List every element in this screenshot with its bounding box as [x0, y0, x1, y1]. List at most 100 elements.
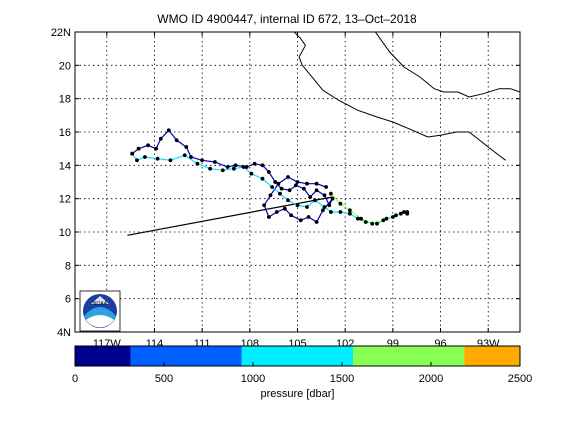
- float-position-marker: [262, 203, 266, 208]
- float-position-marker: [405, 210, 410, 214]
- colorbar-tick-label: 1000: [241, 373, 265, 385]
- float-position-marker: [278, 191, 282, 196]
- float-position-marker: [381, 218, 386, 223]
- colorbar-band: [464, 346, 520, 366]
- colorbar-tick-label: 2000: [419, 373, 443, 385]
- trajectory-segment: [330, 193, 408, 225]
- float-position-marker: [287, 188, 292, 193]
- float-position-marker: [286, 175, 290, 179]
- y-tick-label: 10: [59, 227, 71, 239]
- float-position-marker: [305, 181, 309, 186]
- y-tick-label: 18: [59, 94, 71, 106]
- float-position-marker: [135, 158, 139, 163]
- colorbar-tick-label: 2500: [508, 373, 532, 385]
- y-tick-label: 12: [59, 194, 71, 206]
- float-position-marker: [295, 203, 300, 208]
- float-position-marker: [252, 161, 257, 166]
- float-position-marker: [338, 201, 343, 206]
- float-position-marker: [130, 151, 135, 156]
- float-position-marker: [208, 166, 213, 171]
- float-position-marker: [306, 215, 311, 219]
- float-position-marker: [305, 205, 309, 209]
- float-position-marker: [289, 213, 293, 218]
- y-tick-label: 20: [59, 60, 71, 72]
- float-position-marker: [166, 128, 171, 133]
- float-position-marker: [363, 220, 368, 224]
- float-position-marker: [308, 195, 313, 199]
- float-position-marker: [338, 210, 343, 214]
- float-position-marker: [279, 186, 284, 191]
- float-position-marker: [298, 218, 303, 223]
- float-position-marker: [182, 153, 187, 158]
- float-position-marker: [314, 220, 319, 224]
- float-position-marker: [384, 216, 389, 221]
- pressure-colorbar: 0 500 1000 1500 2000 2500 pressure [dbar]: [72, 345, 532, 400]
- float-position-marker: [200, 158, 205, 163]
- float-position-marker: [225, 165, 230, 169]
- logo-text: NOAA: [93, 301, 108, 307]
- colorbar-band: [241, 346, 354, 366]
- coastline: [293, 32, 506, 161]
- colorbar-tick-label: 0: [72, 373, 78, 385]
- float-position-marker: [348, 211, 352, 216]
- float-position-marker: [322, 205, 327, 209]
- colorbar-band: [130, 346, 242, 366]
- float-position-marker: [327, 203, 332, 208]
- float-position-marker: [286, 198, 290, 203]
- logo-bird: [91, 296, 109, 304]
- float-position-marker: [324, 185, 328, 189]
- float-position-marker: [260, 163, 265, 168]
- float-position-marker: [154, 146, 159, 151]
- float-position-marker: [294, 183, 298, 188]
- colorbar-tick-label: 1500: [330, 373, 354, 385]
- trajectory-segment: [131, 129, 334, 223]
- colorbar-band: [75, 346, 131, 366]
- y-tick-label: 22N: [51, 27, 71, 39]
- float-position-marker: [232, 166, 236, 171]
- coastline: [374, 32, 520, 98]
- y-tick-label: 8: [65, 260, 71, 272]
- float-position-marker: [195, 161, 200, 166]
- float-position-marker: [295, 180, 300, 184]
- float-position-marker: [158, 136, 163, 141]
- float-position-marker: [322, 193, 327, 198]
- float-position-marker: [370, 221, 375, 226]
- float-position-marker: [189, 155, 193, 159]
- y-tick-label: 4N: [57, 327, 71, 339]
- float-position-marker: [267, 170, 271, 174]
- float-position-marker: [244, 165, 249, 169]
- float-position-marker: [282, 206, 287, 211]
- float-position-marker: [359, 216, 363, 221]
- float-position-marker: [274, 210, 279, 214]
- float-position-marker: [220, 168, 225, 173]
- plot-contents: [127, 32, 520, 236]
- float-position-marker: [391, 215, 395, 219]
- float-position-marker: [249, 171, 254, 176]
- float-position-marker: [356, 216, 360, 221]
- y-tick-label: 6: [65, 294, 71, 306]
- float-position-marker: [394, 213, 398, 218]
- colorbar-tick-label: 500: [155, 373, 173, 385]
- y-tick-label: 14: [59, 160, 71, 172]
- float-position-marker: [146, 143, 151, 148]
- colorbar-label: pressure [dbar]: [261, 388, 335, 400]
- float-position-marker: [375, 221, 379, 226]
- float-position-marker: [267, 215, 271, 219]
- float-position-marker: [276, 181, 281, 186]
- colorbar-frame: [74, 345, 521, 367]
- float-position-marker: [184, 145, 189, 149]
- float-position-marker: [329, 210, 333, 214]
- chart-title: WMO ID 4900447, internal ID 672, 13–Oct–…: [157, 12, 417, 26]
- y-tick-label: 16: [59, 127, 71, 139]
- float-position-marker: [155, 156, 160, 161]
- float-position-marker: [136, 146, 141, 151]
- float-position-marker: [314, 181, 319, 186]
- float-position-marker: [143, 155, 147, 159]
- float-position-marker: [321, 208, 325, 213]
- noaa-logo: NOAA: [79, 290, 121, 332]
- float-position-marker: [270, 185, 274, 189]
- float-position-marker: [273, 180, 278, 184]
- float-position-marker: [213, 160, 217, 164]
- float-position-marker: [233, 163, 238, 168]
